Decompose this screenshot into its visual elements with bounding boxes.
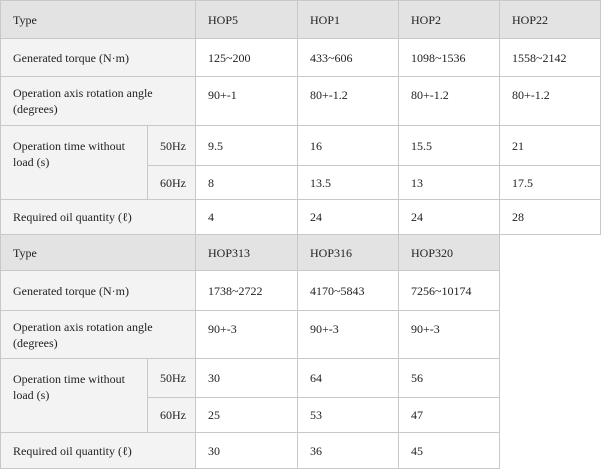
value-cell: 25 [195, 397, 299, 433]
table-row: Operation axis rotation angle (degrees) 9… [0, 76, 602, 126]
value-cell: 47 [398, 397, 501, 433]
value-cell: 15.5 [398, 125, 501, 166]
table-row: Operation time without load (s) 50Hz 30 64 5… [0, 358, 501, 433]
value-cell: 9.5 [195, 125, 299, 166]
label-cell: Required oil quantity (ℓ) [0, 432, 197, 469]
header-cell: HOP313 [195, 234, 299, 271]
label-cell: Operation axis rotation angle (degrees) [0, 76, 197, 126]
value-cell: 16 [297, 125, 400, 166]
label-cell: Generated torque (N·m) [0, 38, 197, 77]
value-cell: 80+-1.2 [499, 76, 602, 126]
value-cell: 4170~5843 [297, 270, 400, 311]
value-cell: 64 [297, 358, 400, 398]
value-cell: 7256~10174 [398, 270, 501, 311]
value-cell: 433~606 [297, 38, 400, 77]
spec-table: Type HOP313 HOP316 HOP320 Generated torque (… [0, 234, 501, 469]
spec-table: Type HOP5 HOP1 HOP2 HOP22 Generated torque (N… [0, 0, 602, 235]
header-cell: HOP1 [297, 0, 400, 39]
table-row: Type HOP313 HOP316 HOP320 [0, 234, 501, 271]
value-cell: 8 [195, 165, 299, 200]
value-cell: 56 [398, 358, 501, 398]
value-cell: 1098~1536 [398, 38, 501, 77]
table-row: Type HOP5 HOP1 HOP2 HOP22 [0, 0, 602, 39]
label-cell: Generated torque (N·m) [0, 270, 197, 311]
value-cell: 90+-1 [195, 76, 299, 126]
label-cell: Operation time without load (s) [0, 125, 148, 200]
value-cell: 125~200 [195, 38, 299, 77]
label-cell: 60Hz [146, 397, 197, 433]
table-row: Generated torque (N·m) 1738~2722 4170~5843… [0, 270, 501, 311]
value-cell: 90+-3 [398, 310, 501, 359]
header-cell: HOP2 [398, 0, 501, 39]
label-cell: Required oil quantity (ℓ) [0, 199, 197, 235]
table-row: Required oil quantity (ℓ) 4 24 24 28 [0, 199, 602, 235]
value-cell: 21 [499, 125, 602, 166]
value-cell: 53 [297, 397, 400, 433]
value-cell: 80+-1.2 [297, 76, 400, 126]
value-cell: 45 [398, 432, 501, 469]
label-cell: Operation axis rotation angle (degrees) [0, 310, 197, 359]
header-cell: HOP22 [499, 0, 602, 39]
value-cell: 80+-1.2 [398, 76, 501, 126]
value-cell: 90+-3 [195, 310, 299, 359]
table-row: Operation time without load (s) 50Hz 9.5 16… [0, 125, 602, 200]
header-cell: HOP5 [195, 0, 299, 39]
value-cell: 4 [195, 199, 299, 235]
header-cell: Type [0, 234, 197, 271]
label-cell: 60Hz [146, 165, 197, 200]
label-cell: 50Hz [146, 125, 197, 166]
value-cell: 30 [195, 432, 299, 469]
value-cell: 28 [499, 199, 602, 235]
label-cell: 50Hz [146, 358, 197, 398]
value-cell: 1558~2142 [499, 38, 602, 77]
value-cell: 13.5 [297, 165, 400, 200]
header-cell: HOP320 [398, 234, 501, 271]
value-cell: 17.5 [499, 165, 602, 200]
value-cell: 36 [297, 432, 400, 469]
table-row: 60Hz 25 53 47 [1, 397, 501, 433]
header-cell: HOP316 [297, 234, 400, 271]
value-cell: 1738~2722 [195, 270, 299, 311]
value-cell: 30 [195, 358, 299, 398]
table-row: Required oil quantity (ℓ) 30 36 45 [0, 432, 501, 469]
table-row: Operation axis rotation angle (degrees) 9… [0, 310, 501, 359]
value-cell: 90+-3 [297, 310, 400, 359]
value-cell: 24 [398, 199, 501, 235]
label-cell: Operation time without load (s) [0, 358, 148, 433]
value-cell: 24 [297, 199, 400, 235]
table-row: Generated torque (N·m) 125~200 433~606 1098… [0, 38, 602, 77]
value-cell: 13 [398, 165, 501, 200]
table-row: 60Hz 8 13.5 13 17.5 [1, 165, 602, 200]
header-cell: Type [0, 0, 197, 39]
